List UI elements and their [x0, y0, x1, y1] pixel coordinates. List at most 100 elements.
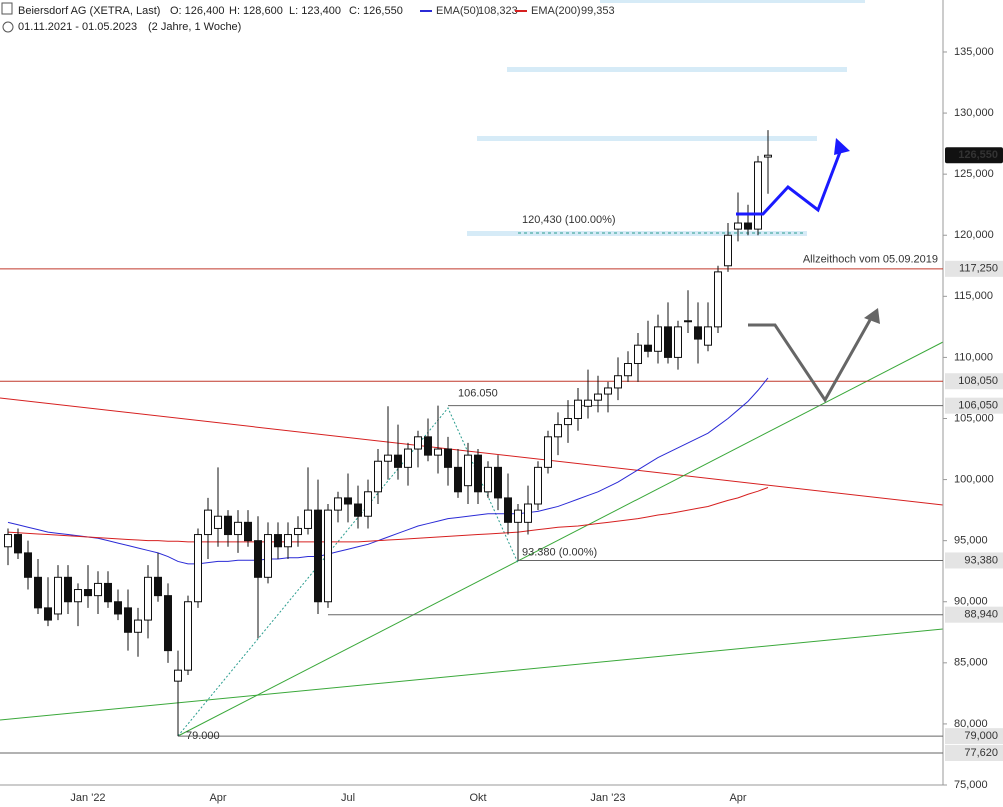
candle-body [664, 326, 672, 358]
candle-body [184, 601, 192, 671]
fib-label: 79.000 [186, 730, 220, 742]
candle-body [64, 576, 72, 603]
fib-label: 106.050 [458, 388, 498, 400]
candle-body [704, 326, 712, 346]
zone [477, 136, 817, 141]
candle-body [114, 601, 122, 615]
level-label: 77,620 [964, 747, 998, 759]
legend-name: EMA(50) [436, 5, 479, 17]
ema-line [7, 487, 769, 543]
y-tick-label: 100,000 [954, 473, 994, 485]
candle-body [364, 491, 372, 517]
y-tick-label: 105,000 [954, 412, 994, 424]
candle-body [24, 552, 32, 578]
candle-body [594, 393, 602, 401]
arrow [748, 319, 872, 403]
candle-body [194, 534, 202, 603]
candle-body [754, 161, 762, 230]
candle-body [474, 454, 482, 493]
legend-value: 108,323 [478, 5, 518, 17]
candle-body [724, 234, 732, 267]
candle-body [14, 534, 22, 554]
candle-body [44, 607, 52, 621]
y-tick-label: 90,000 [954, 596, 988, 608]
header: Beiersdorf AG (XETRA, Last) O: 126,400 H… [1, 2, 403, 33]
candle-body [504, 497, 512, 523]
arrow [736, 151, 842, 216]
candle-body [714, 271, 722, 328]
candle-body [404, 448, 412, 468]
candle-body [744, 222, 752, 230]
candle-body [204, 509, 212, 536]
candle-body [374, 460, 382, 493]
candle-body [464, 454, 472, 487]
candle-body [74, 589, 82, 603]
candle-body [764, 154, 772, 158]
candle-body [324, 509, 332, 603]
fib-line [177, 407, 519, 737]
level-tag [945, 606, 1003, 623]
candle-body [694, 326, 702, 340]
level-tag [945, 373, 1003, 390]
level-label: 108,050 [958, 375, 998, 387]
y-tick-label: 130,000 [954, 107, 994, 119]
candle-body [274, 534, 282, 548]
candle-body [304, 509, 312, 529]
drawings [0, 0, 944, 786]
candle-body [564, 417, 572, 426]
candle-body [4, 534, 12, 548]
x-tick-label: Apr [209, 792, 226, 804]
fib-label: 93.380 (0.00%) [522, 546, 597, 558]
candle-body [734, 222, 742, 230]
legend-value: 99,353 [581, 5, 615, 17]
candle-body [524, 503, 532, 523]
candle-body [214, 515, 222, 529]
candle-body [34, 576, 42, 609]
level-note: Allzeithoch vom 05.09.2019 [803, 254, 938, 266]
candle-body [674, 326, 682, 358]
candle-body [164, 595, 172, 652]
arrowhead [864, 308, 880, 324]
candle-body [104, 582, 112, 603]
candle-body [454, 466, 462, 493]
candle-body [134, 619, 142, 633]
level-tag [945, 552, 1003, 569]
candle-body [514, 509, 522, 523]
candle-body [414, 436, 422, 450]
x-tick-label: Jan '22 [70, 792, 105, 804]
candle-body [614, 375, 622, 389]
candle-body [174, 669, 182, 682]
candle-body [434, 448, 442, 456]
candle-body [354, 503, 362, 517]
candle-body [264, 534, 272, 578]
candle-body [84, 589, 92, 597]
level-label: 106,050 [958, 400, 998, 412]
icon [2, 21, 14, 33]
level-label: 93,380 [964, 554, 998, 566]
arrowhead [834, 138, 850, 155]
candle-body [144, 576, 152, 621]
candle-body [344, 497, 352, 505]
icon [1, 2, 13, 15]
level-label: 117,250 [959, 263, 998, 275]
ohlc-low: L: 123,400 [289, 5, 341, 17]
ema-line [7, 377, 769, 565]
y-tick-label: 95,000 [954, 535, 988, 547]
ohlc-open: O: 126,400 [170, 5, 224, 17]
candle-body [494, 466, 502, 499]
level-label: 88,940 [964, 609, 998, 621]
candle-body [544, 436, 552, 468]
ohlc-high: H: 128,600 [229, 5, 283, 17]
candle-body [624, 363, 632, 377]
candle-body [234, 521, 242, 536]
candle-body [384, 454, 392, 462]
trend-line [0, 628, 944, 721]
candle-body [644, 344, 652, 352]
candle-body [224, 515, 232, 536]
candle-body [294, 527, 302, 536]
ohlc-close: C: 126,550 [349, 5, 403, 17]
x-tick-label: Apr [729, 792, 746, 804]
trend-line [0, 397, 944, 506]
candle-body [284, 534, 292, 548]
